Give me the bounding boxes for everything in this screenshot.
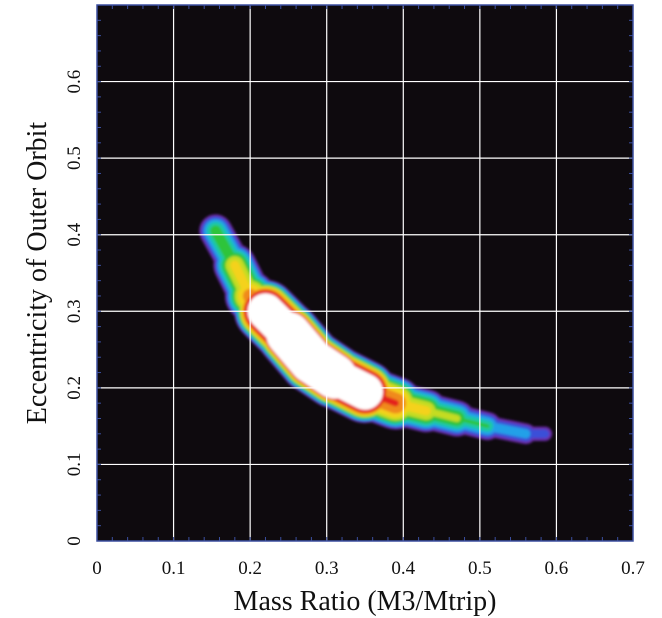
density-segment (482, 421, 531, 439)
x-axis-label: Mass Ratio (M3/Mtrip) (234, 586, 497, 617)
x-tick-label: 0.6 (545, 558, 569, 579)
y-axis-label: Eccentricity of Outer Orbit (22, 122, 53, 425)
grid-lines (97, 5, 633, 541)
x-tick-label: 0.7 (621, 558, 645, 579)
density-segment (422, 407, 461, 423)
x-tick-label: 0.4 (391, 558, 415, 579)
y-tick-labels: 0 0.1 0.2 0.3 0.4 0.5 0.6 (64, 70, 85, 546)
x-tick-label: 0.5 (468, 558, 492, 579)
density-bands (199, 214, 553, 445)
x-tick-label: 0.1 (162, 558, 186, 579)
y-tick-label: 0.5 (64, 146, 85, 170)
plot-background (97, 5, 633, 541)
y-tick-label: 0.4 (64, 222, 85, 246)
density-segment (454, 416, 490, 429)
density-segment (316, 358, 383, 410)
y-tick-label: 0.6 (64, 70, 85, 94)
plot-frame (96, 4, 634, 542)
y-tick-label: 0.1 (64, 453, 85, 477)
y-tick-label: 0 (64, 536, 85, 546)
y-tick-label: 0.2 (64, 376, 85, 400)
minor-ticks (96, 4, 634, 542)
y-tick-label: 0.3 (64, 299, 85, 323)
x-tick-label: 0 (92, 558, 102, 579)
x-tick-labels: 0 0.1 0.2 0.3 0.4 0.5 0.6 0.7 (92, 558, 645, 579)
x-tick-label: 0.3 (315, 558, 339, 579)
density-band-10 (247, 293, 383, 410)
x-tick-label: 0.2 (238, 558, 262, 579)
